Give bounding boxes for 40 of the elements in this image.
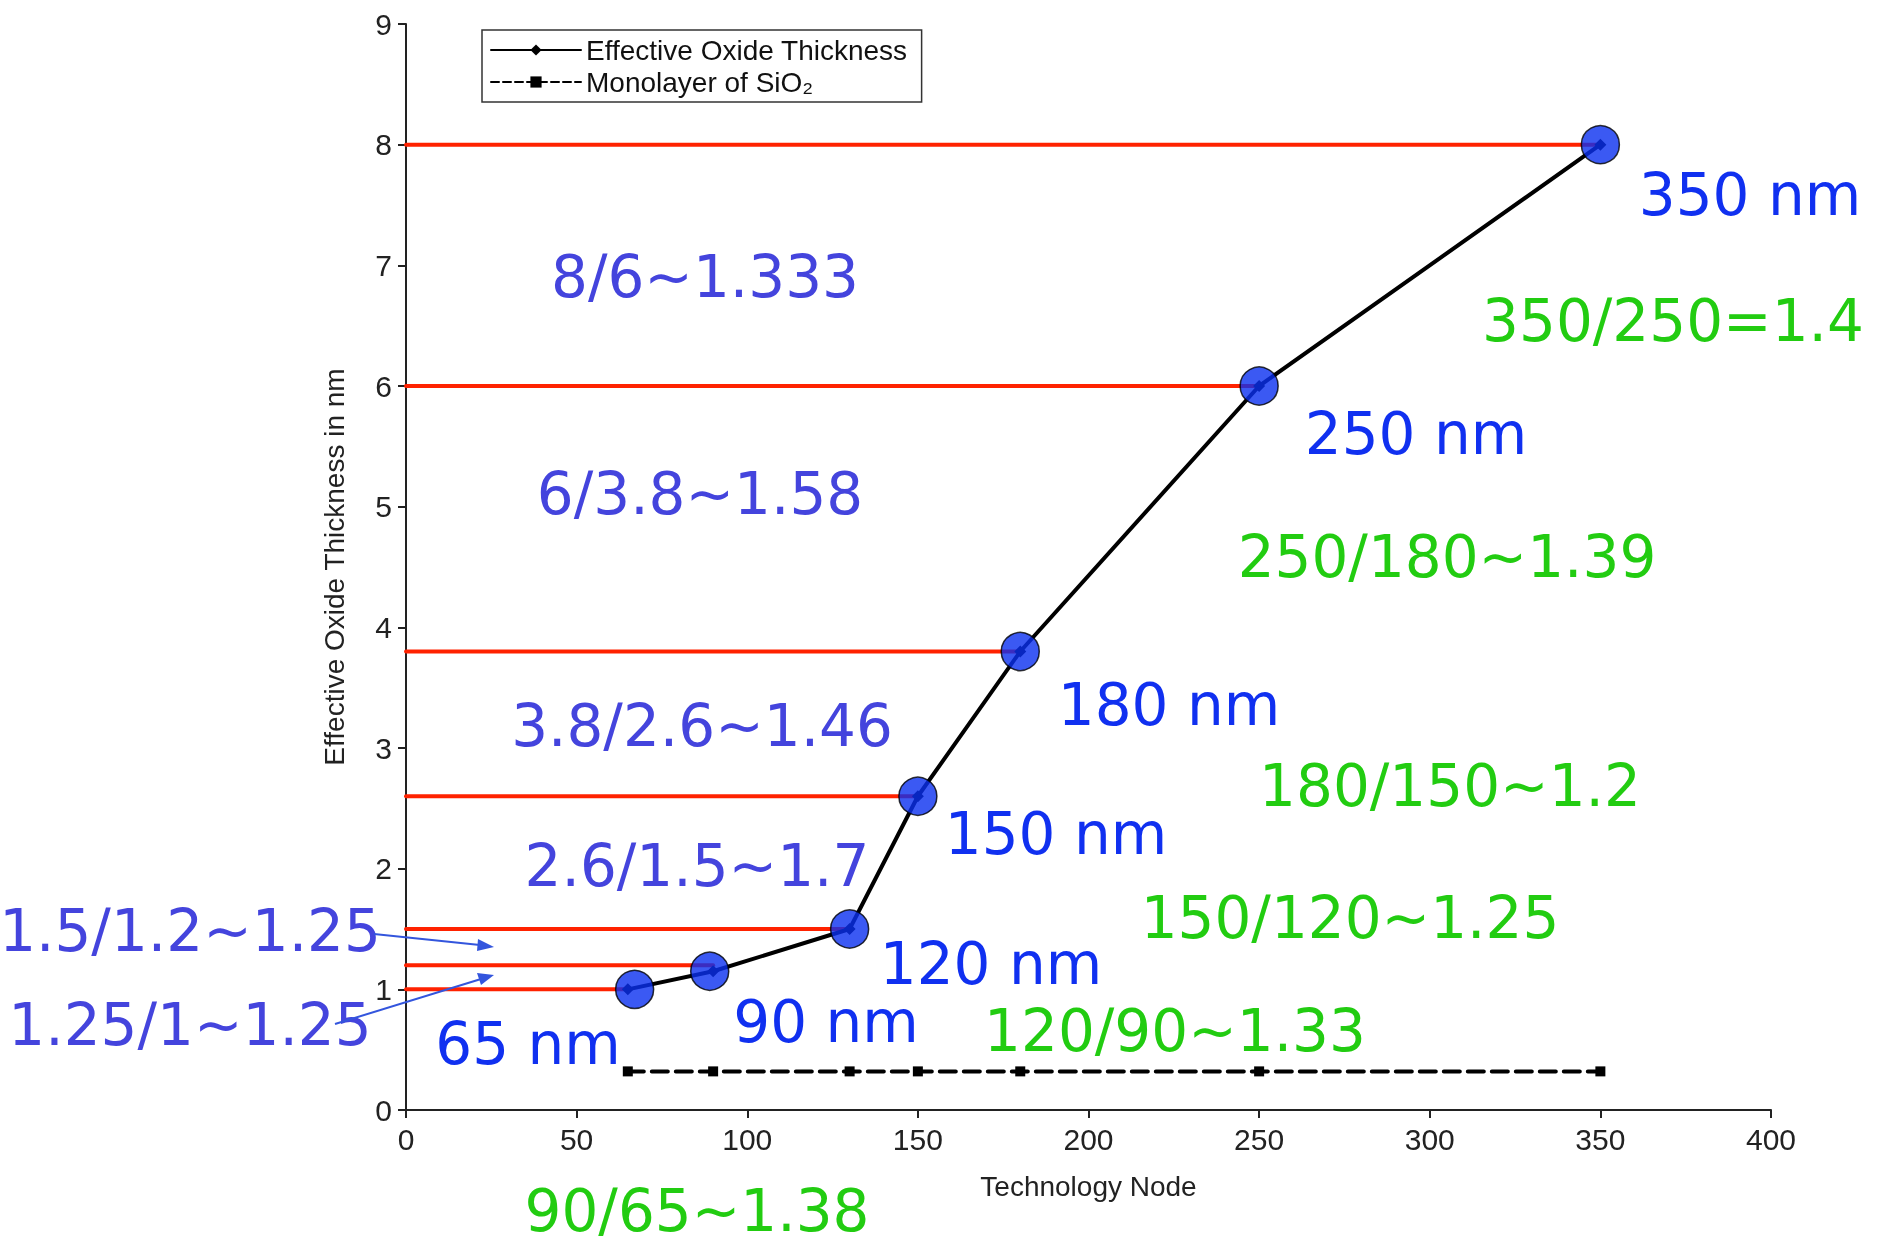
y-tick-label: 6: [375, 369, 392, 403]
y-tick-label: 1: [375, 972, 392, 1006]
x-tick-label: 250: [1234, 1122, 1285, 1156]
annotation: 120/90~1.33: [984, 997, 1366, 1065]
legend-label: Effective Oxide Thickness: [586, 34, 908, 66]
y-axis-title: Effective Oxide Thickness in nm: [318, 368, 350, 766]
x-tick-label: 400: [1745, 1122, 1797, 1156]
legend-label: Monolayer of SiO₂: [586, 66, 814, 98]
y-tick-label: 9: [375, 7, 392, 41]
text: 1.5/1.2~1.25: [0, 897, 381, 965]
text: 1.25/1~1.25: [8, 991, 372, 1059]
x-axis-title: Technology Node: [980, 1170, 1197, 1202]
x-tick-label: 350: [1575, 1122, 1626, 1156]
y-tick-label: 0: [375, 1093, 392, 1127]
annotation: 180 nm: [1057, 671, 1281, 739]
y-tick-label: 7: [375, 248, 392, 282]
y-tick-label: 4: [375, 610, 392, 644]
annotation: 350/250=1.4: [1482, 287, 1864, 355]
x-tick-label: 200: [1063, 1122, 1114, 1156]
x-tick-label: 0: [397, 1122, 415, 1156]
x-tick-label: 300: [1404, 1122, 1455, 1156]
y-tick-label: 8: [375, 128, 392, 162]
annotation: 250/180~1.39: [1237, 523, 1657, 591]
annotation: 65 nm: [435, 1010, 621, 1078]
y-tick-label: 3: [375, 731, 392, 765]
y-tick-label: 5: [375, 490, 392, 524]
y-tick-label: 2: [375, 852, 392, 886]
annotation: 150/120~1.25: [1140, 884, 1560, 952]
annotation: 3.8/2.6~1.46: [511, 692, 893, 760]
annotation: 8/6~1.333: [551, 243, 859, 311]
x-tick-label: 100: [722, 1122, 773, 1156]
annotation: 180/150~1.2: [1259, 752, 1641, 820]
annotation: 350 nm: [1638, 161, 1862, 229]
x-tick-label: 50: [559, 1122, 594, 1156]
annotation: 2.6/1.5~1.7: [524, 832, 870, 900]
annotation: 150 nm: [944, 800, 1168, 868]
x-tick-label: 150: [892, 1122, 943, 1156]
annotation: 6/3.8~1.58: [536, 460, 864, 528]
annotation: 250 nm: [1304, 400, 1528, 468]
text: 90/65~1.38: [524, 1177, 870, 1241]
